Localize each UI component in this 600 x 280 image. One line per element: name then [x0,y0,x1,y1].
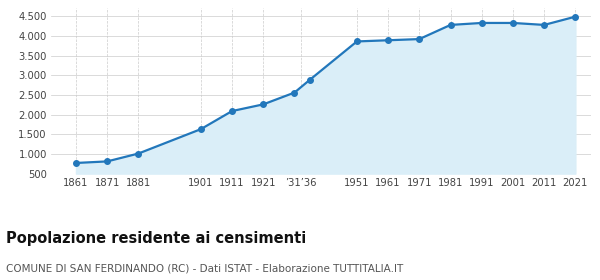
Text: COMUNE DI SAN FERDINANDO (RC) - Dati ISTAT - Elaborazione TUTTITALIA.IT: COMUNE DI SAN FERDINANDO (RC) - Dati IST… [6,263,403,273]
Text: Popolazione residente ai censimenti: Popolazione residente ai censimenti [6,231,306,246]
